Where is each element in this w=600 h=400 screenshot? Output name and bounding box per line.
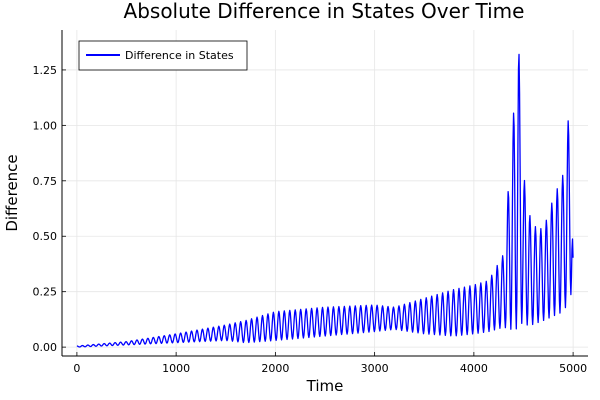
x-tick-label: 0 [73,362,80,375]
x-tick-label: 3000 [361,362,389,375]
grid [62,30,588,356]
y-tick-label: 0.75 [33,175,58,188]
plot-frame [62,30,588,356]
chart-title: Absolute Difference in States Over Time [124,0,525,23]
legend-label: Difference in States [125,49,234,62]
x-axis-label: Time [306,377,344,395]
series-line [76,53,574,348]
y-tick-label: 1.25 [33,64,58,77]
axis-ticks: 0 1000 2000 3000 4000 5000 0.00 0.25 0.50 0.75 1.0… [33,64,588,375]
legend: Difference in States [78,40,248,71]
y-tick-label: 0.50 [33,230,58,243]
y-tick-label: 0.25 [33,286,58,299]
y-axis-label: Difference [3,154,21,231]
y-tick-label: 0.00 [33,341,58,354]
x-tick-label: 1000 [162,362,190,375]
series-lines [76,53,574,348]
y-tick-label: 1.00 [33,119,58,132]
x-tick-label: 5000 [559,362,587,375]
x-tick-label: 2000 [261,362,289,375]
x-tick-label: 4000 [460,362,488,375]
